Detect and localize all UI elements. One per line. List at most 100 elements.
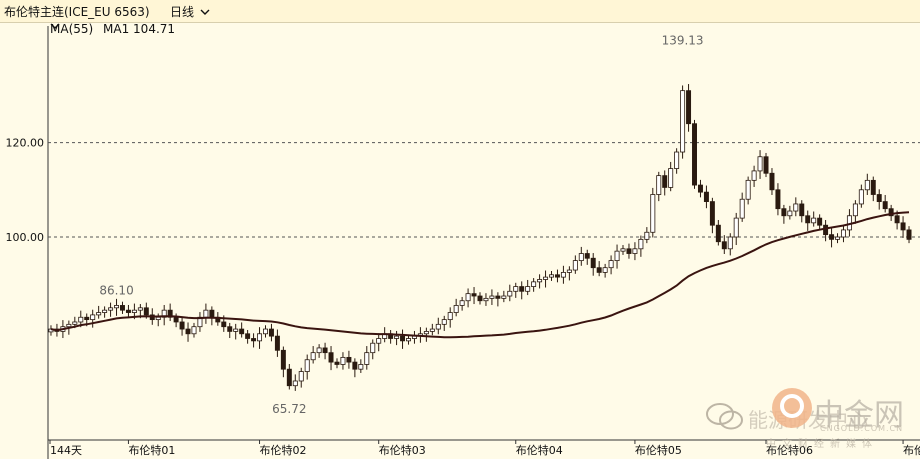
candle-down	[221, 321, 227, 328]
candle-down	[352, 361, 358, 370]
candle-down	[775, 189, 781, 210]
candle-up	[578, 253, 584, 262]
candle-up	[739, 198, 745, 219]
candle-up	[203, 309, 209, 318]
candle-up	[602, 267, 608, 273]
candle-down	[173, 316, 179, 323]
candle-up	[406, 338, 411, 342]
y-tick-label: 100.00	[6, 231, 45, 244]
candle-up	[257, 333, 263, 342]
candle-up	[572, 260, 578, 271]
candle-up	[161, 309, 167, 318]
period-selector[interactable]: 日线	[170, 3, 210, 20]
candle-up	[835, 236, 841, 240]
candle-up	[310, 352, 316, 361]
candle-down	[781, 208, 787, 217]
x-tick-label: 布伦特04	[516, 443, 563, 457]
candle-down	[185, 328, 191, 335]
candle-down	[280, 349, 286, 370]
candle-up	[191, 326, 197, 335]
candle-up	[358, 364, 364, 370]
candle-up	[423, 331, 429, 335]
candle-up	[447, 312, 453, 321]
candle-up	[78, 316, 84, 323]
candle-up	[96, 312, 102, 316]
candle-up	[566, 269, 572, 273]
candle-down	[906, 229, 912, 240]
candle-down	[882, 201, 888, 210]
candle-down	[715, 224, 721, 243]
candle-down	[876, 194, 882, 202]
chevron-down-icon[interactable]	[50, 22, 60, 30]
candle-up	[745, 179, 751, 200]
price-annotation: 139.13	[662, 33, 704, 47]
candle-up	[298, 371, 304, 382]
candle-down	[477, 295, 483, 302]
indicator-label[interactable]: MA(55)	[50, 22, 94, 36]
wechat-logo-icon	[706, 403, 743, 430]
candle-down	[823, 224, 829, 236]
candle-up	[727, 236, 733, 250]
candle-up	[680, 90, 686, 153]
candle-down	[346, 356, 352, 363]
candle-up	[632, 248, 638, 254]
candle-down	[590, 257, 596, 269]
candle-down	[769, 172, 775, 191]
candle-down	[471, 293, 477, 297]
candle-down	[167, 309, 173, 318]
candle-up	[644, 231, 650, 240]
candle-down	[817, 217, 823, 226]
candle-up	[429, 328, 435, 332]
candle-up	[811, 217, 817, 224]
candle-up	[840, 229, 846, 238]
candle-up	[114, 305, 120, 309]
candle-down	[554, 274, 560, 278]
watermark-brand: 中金网	[814, 398, 904, 433]
watermark-tagline: 中文财经新媒体	[766, 439, 878, 450]
candle-down	[239, 328, 245, 335]
candle-down	[322, 347, 328, 354]
candle-up	[793, 203, 799, 212]
candle-down	[245, 333, 251, 339]
x-tick-label: 布伦特02	[260, 443, 307, 457]
candle-up	[340, 356, 346, 365]
candle-up	[864, 179, 870, 191]
candle-up	[370, 342, 376, 354]
candle-down	[894, 215, 900, 224]
candle-up	[441, 319, 447, 325]
candle-down	[697, 184, 703, 193]
candle-up	[131, 309, 137, 313]
candle-up	[304, 359, 310, 372]
candle-down	[829, 234, 835, 240]
candle-up	[757, 156, 763, 172]
candle-down	[268, 328, 274, 337]
candle-up	[650, 194, 656, 233]
candle-down	[251, 338, 257, 342]
candle-down	[274, 335, 280, 351]
candle-down	[721, 241, 727, 250]
candle-down	[626, 248, 632, 254]
candle-down	[763, 156, 769, 174]
candle-down	[179, 321, 185, 330]
candle-up	[263, 328, 268, 335]
candle-up	[465, 293, 471, 302]
candle-up	[608, 260, 614, 269]
y-tick-label: 120.00	[6, 137, 45, 150]
candle-down	[805, 215, 811, 224]
candle-up	[751, 170, 757, 181]
candle-up	[435, 323, 441, 330]
price-annotation: 86.10	[99, 284, 133, 298]
candle-down	[703, 191, 709, 202]
candle-down	[125, 309, 131, 313]
candle-up	[638, 238, 644, 250]
candle-down	[709, 201, 715, 226]
price-annotation: 65.72	[272, 402, 306, 416]
candle-down	[495, 295, 501, 299]
candle-up	[453, 305, 459, 313]
candle-up	[233, 328, 239, 332]
candle-down	[686, 90, 692, 125]
candle-up	[292, 380, 298, 387]
candle-up	[543, 276, 549, 280]
candle-down	[286, 368, 292, 387]
indicator-bar: MA(55) MA1 104.71	[50, 22, 175, 36]
